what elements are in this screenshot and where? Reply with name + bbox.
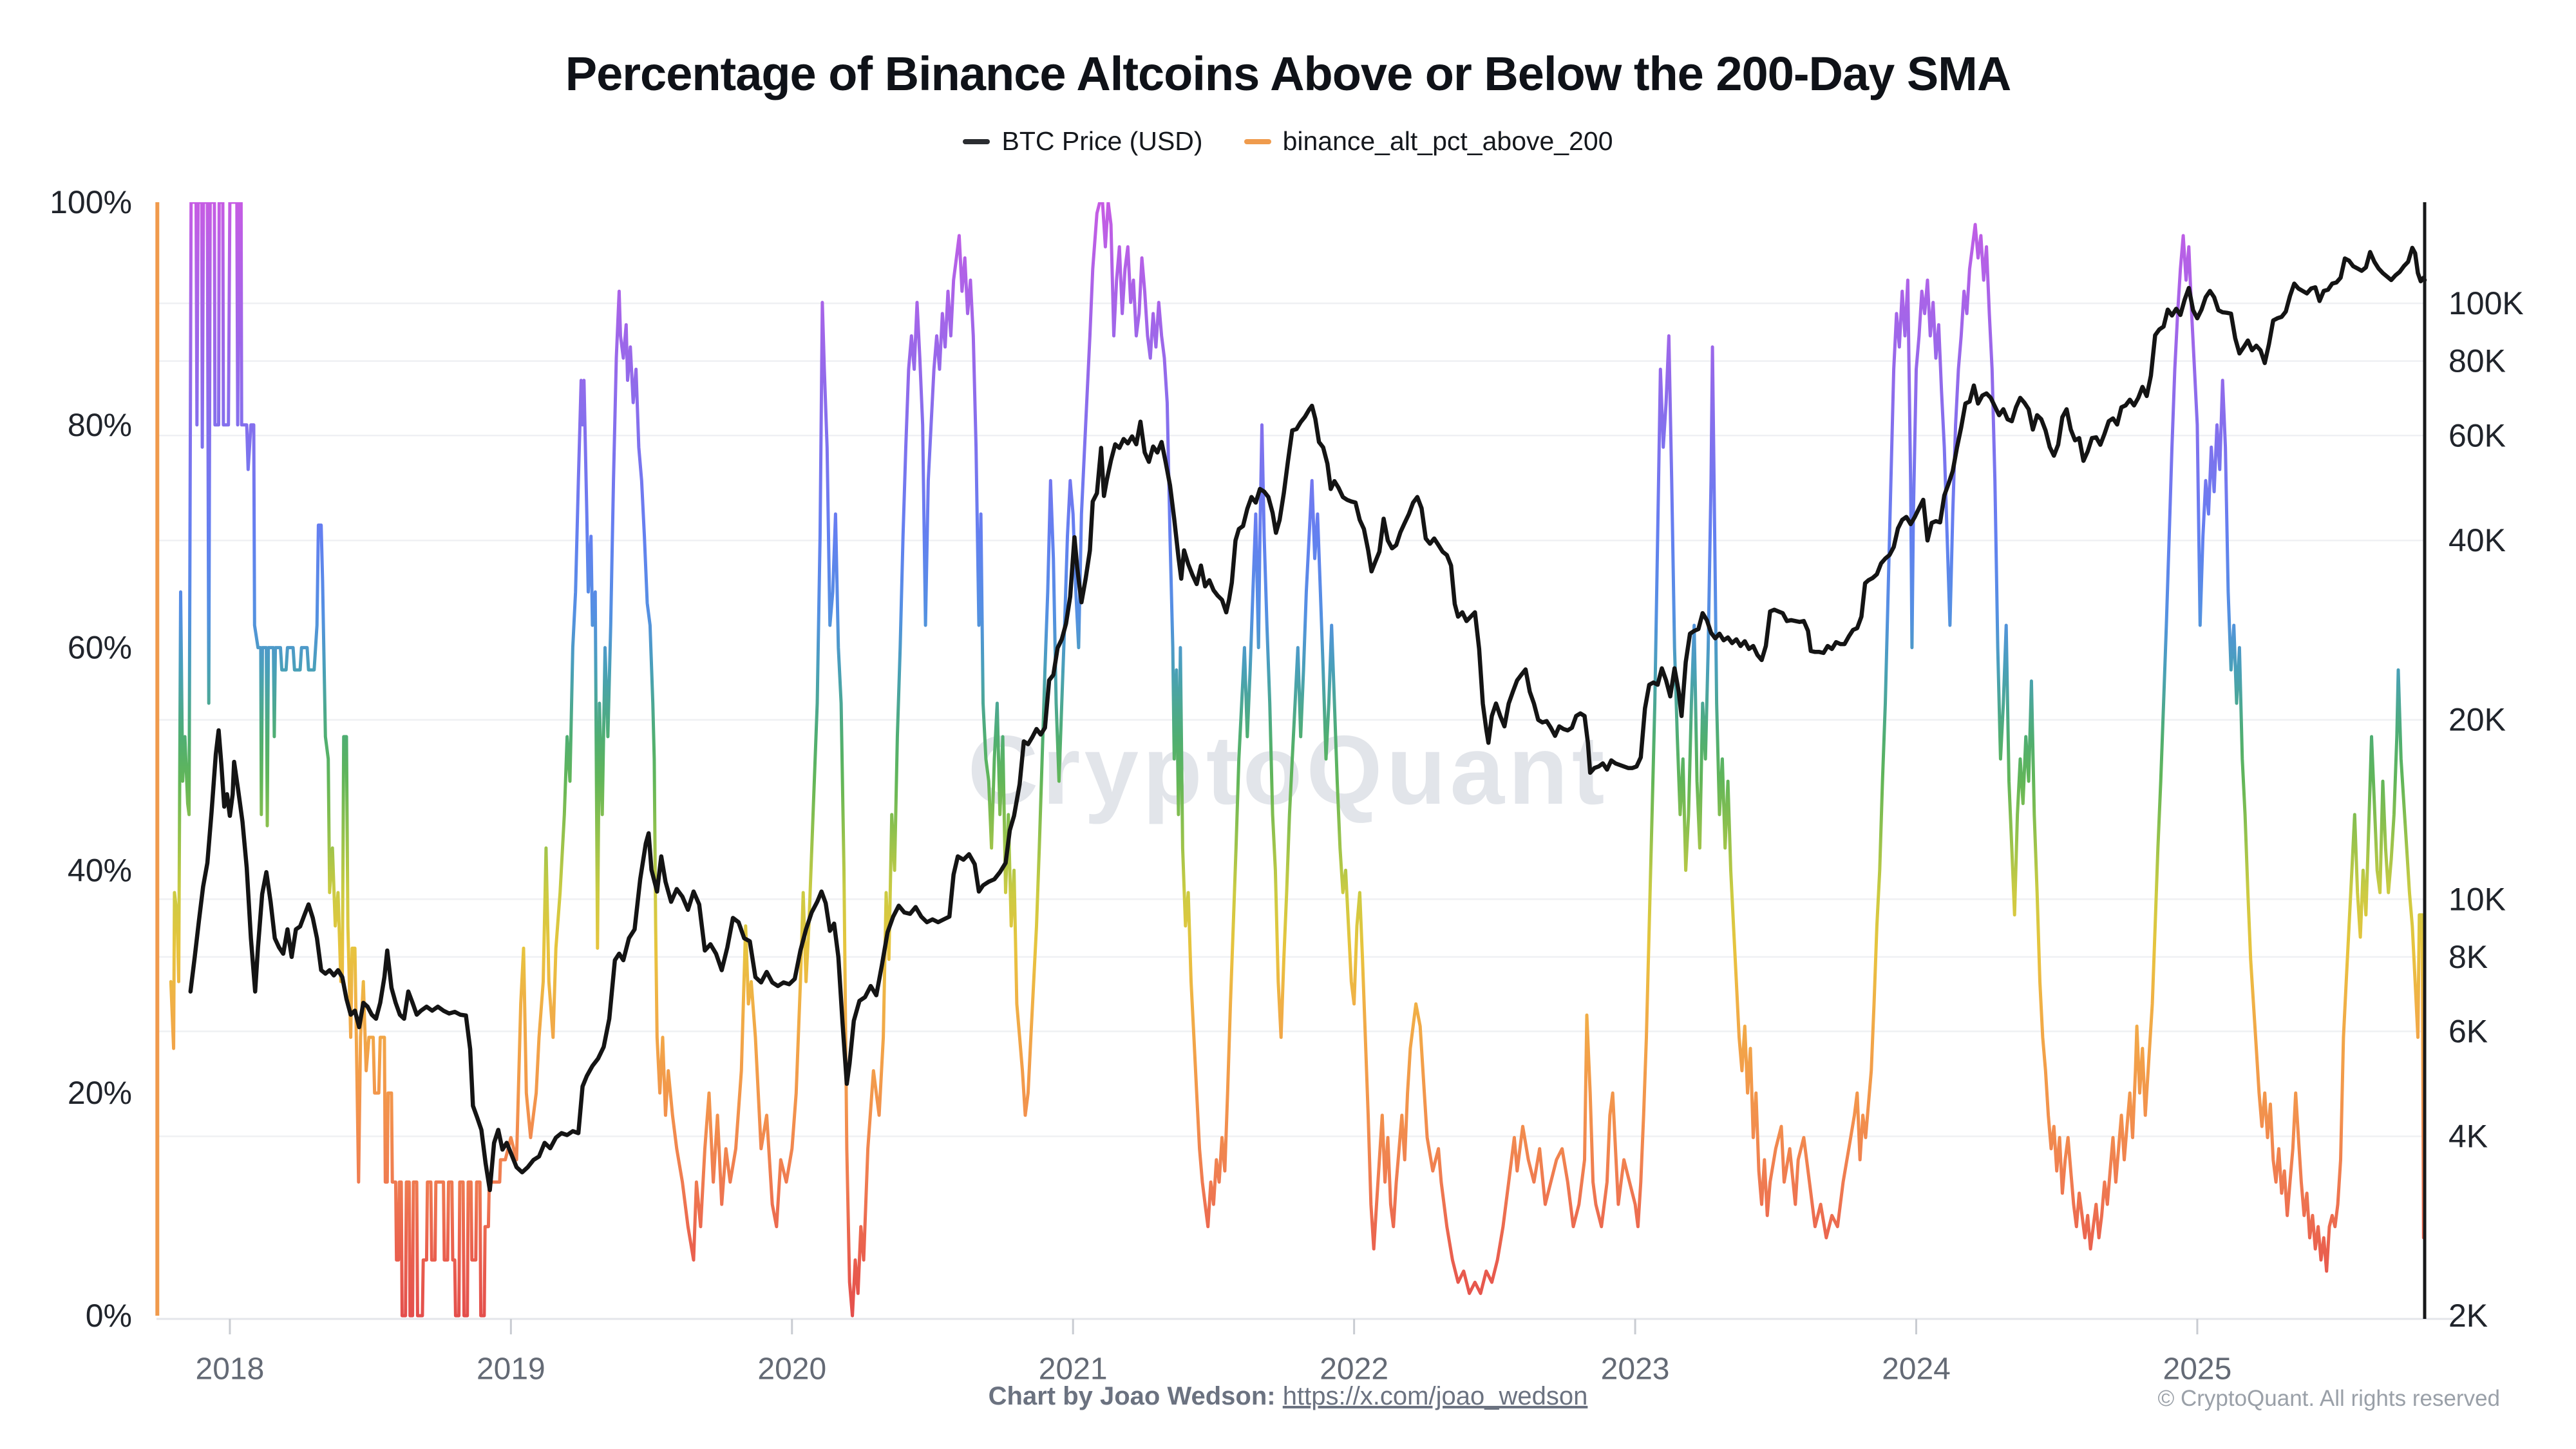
left-axis-label: 100% <box>50 184 132 220</box>
right-axis-label: 80K <box>2448 343 2506 379</box>
x-tick-label: 2018 <box>196 1352 265 1387</box>
left-axis-label: 40% <box>68 852 132 888</box>
x-tick-label: 2023 <box>1601 1352 1670 1387</box>
left-axis-label: 20% <box>68 1075 132 1111</box>
x-tick-label: 2025 <box>2163 1352 2232 1387</box>
legend-label-btc: BTC Price (USD) <box>1001 126 1203 156</box>
right-axis-label: 100K <box>2448 285 2524 321</box>
watermark-text: CryptoQuant <box>968 715 1609 825</box>
alt-line-swatch-icon <box>1244 138 1271 144</box>
x-tick-label: 2024 <box>1882 1352 1951 1387</box>
legend-label-alt: binance_alt_pct_above_200 <box>1282 126 1613 156</box>
x-tick-label: 2019 <box>477 1352 545 1387</box>
btc-line-swatch-icon <box>963 138 990 144</box>
x-tick-label: 2020 <box>757 1352 826 1387</box>
x-tick-label: 2021 <box>1039 1352 1108 1387</box>
right-axis-label: 8K <box>2448 939 2488 975</box>
right-axis-label: 40K <box>2448 522 2506 558</box>
right-axis-label: 60K <box>2448 417 2506 453</box>
right-axis-label: 2K <box>2448 1298 2488 1334</box>
left-axis-label: 60% <box>68 630 132 666</box>
credit-line: Chart by Joao Wedson: https://x.com/joao… <box>0 1382 2576 1411</box>
left-axis-label: 0% <box>86 1298 132 1334</box>
credit-author: Chart by Joao Wedson: <box>988 1382 1276 1410</box>
legend: BTC Price (USD) binance_alt_pct_above_20… <box>0 126 2576 156</box>
x-tick-label: 2022 <box>1320 1352 1388 1387</box>
legend-item-btc-price: BTC Price (USD) <box>963 126 1203 156</box>
right-axis-label: 4K <box>2448 1118 2488 1154</box>
legend-item-alt-pct: binance_alt_pct_above_200 <box>1244 126 1613 156</box>
chart-title: Percentage of Binance Altcoins Above or … <box>565 47 2012 100</box>
right-axis-label: 20K <box>2448 702 2506 738</box>
left-axis-label: 80% <box>68 407 132 443</box>
right-axis-label: 10K <box>2448 881 2506 917</box>
btc-price-line <box>188 245 2427 1193</box>
credit-link[interactable]: https://x.com/joao_wedson <box>1282 1382 1588 1410</box>
alt-pct-line <box>169 202 2425 1318</box>
right-axis-label: 6K <box>2448 1014 2488 1050</box>
copyright-text: © CryptoQuant. All rights reserved <box>2157 1386 2500 1411</box>
